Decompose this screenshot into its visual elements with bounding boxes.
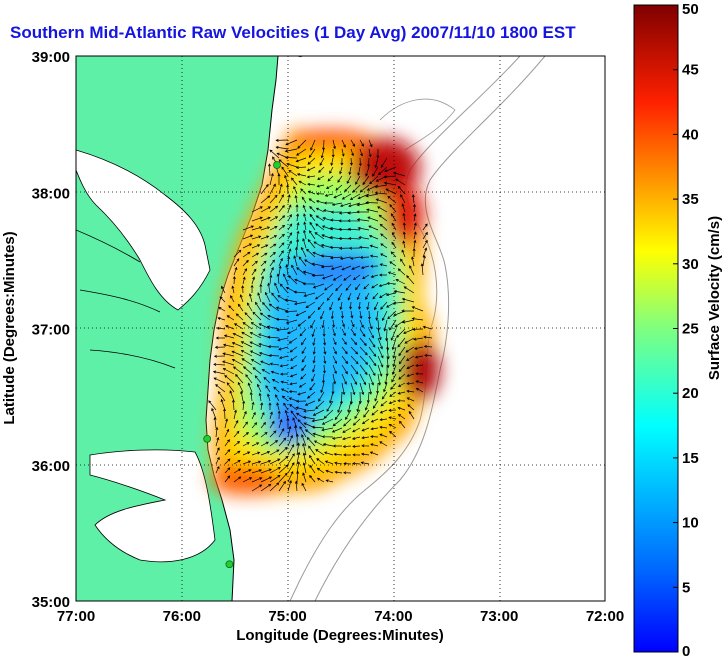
bathymetry-contour-3 [379,98,456,151]
y-tick-label: 39:00 [32,49,70,66]
colorbar-tick-label: 5 [682,579,690,596]
colorbar-tick-label: 15 [682,450,699,467]
colorbar-tick-label: 35 [682,191,699,208]
velocity-arrows [208,138,433,492]
chart-title: Southern Mid-Atlantic Raw Velocities (1 … [10,23,576,42]
station-marker [273,161,281,169]
grid-lines [76,56,605,601]
sound-water [89,449,216,563]
bathymetry-contour-2 [314,56,546,601]
x-axis-label: Longitude (Degrees:Minutes) [236,627,444,644]
colorbar-tick-label: 45 [682,62,699,79]
station-marker [203,434,212,443]
colorbar-tick-label: 25 [682,321,699,338]
river-1 [76,229,176,369]
colorbar [633,4,679,653]
plot-area [76,56,605,601]
y-axis-label: Latitude (Degrees:Minutes) [1,231,18,424]
colorbar-tick-label: 40 [682,126,699,143]
colorbar-label: Surface Velocity (cm/s) [706,216,723,380]
x-tick-label: 74:00 [374,608,412,625]
x-tick-label: 72:00 [586,608,624,625]
x-tick-label: 76:00 [163,608,201,625]
colorbar-tick-label: 20 [682,385,699,402]
y-tick-label: 35:00 [32,594,70,611]
colorbar-tick-label: 50 [682,1,699,18]
velocity-arrow-set [208,138,433,492]
x-tick-label: 77:00 [57,608,95,625]
station-marker [225,560,234,569]
y-tick-label: 37:00 [32,322,70,339]
colorbar-ticks: 0 5 10 15 20 25 30 35 40 45 50 [673,1,699,659]
coastline [205,56,279,601]
colorbar-tick-label: 0 [682,643,690,659]
y-axis-ticks: 35:00 36:00 37:00 38:00 39:00 [32,49,70,611]
x-tick-label: 75:00 [268,608,306,625]
y-tick-label: 36:00 [32,458,70,475]
station-markers [203,56,304,569]
colorbar-tick-label: 30 [682,256,699,273]
y-tick-label: 38:00 [32,185,70,202]
plot-frame [75,55,606,602]
bay-water [76,149,211,311]
x-axis-ticks: 77:00 76:00 75:00 74:00 73:00 72:00 [57,608,624,625]
colorbar-tick-label: 10 [682,515,699,532]
x-tick-label: 73:00 [480,608,518,625]
